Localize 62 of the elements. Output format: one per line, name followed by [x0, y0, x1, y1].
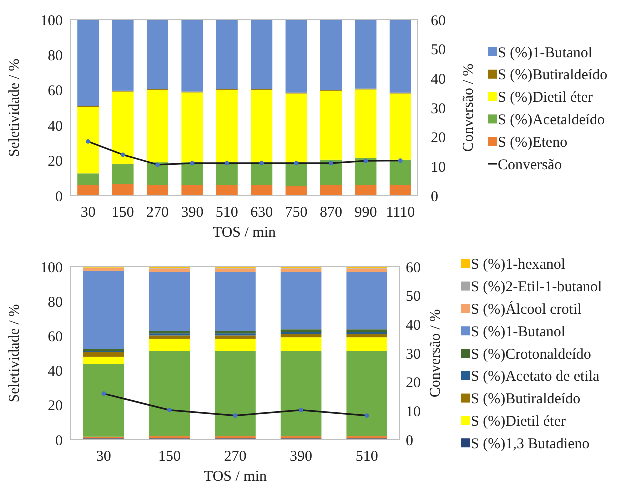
legend-label: S (%)Eteno: [498, 134, 568, 151]
legend-label: S (%)1,3 Butadieno: [471, 436, 590, 452]
y2-tick-label: 30: [431, 101, 446, 118]
legend-label: S (%)Dietil éter: [471, 414, 566, 430]
x-axis-title: TOS / min: [204, 469, 268, 485]
x-tick-label: 270: [146, 205, 169, 221]
legend-label: S (%)Dietil éter: [498, 90, 593, 106]
legend-label: S (%)Butiraldeído: [471, 392, 581, 408]
y-tick-label: 0: [56, 189, 63, 206]
y2-tick-label: 10: [406, 404, 421, 420]
x-tick-label: 150: [112, 205, 134, 221]
legend-label: S (%)Acetato de etila: [471, 369, 600, 386]
x-tick-label: 1110: [386, 205, 416, 221]
y-tick-label: 20: [48, 398, 63, 415]
y-tick-label: 40: [48, 118, 63, 135]
y-tick-label: 60: [48, 84, 63, 100]
legend-label: S (%)Butiraldeído: [498, 68, 608, 84]
legend-label: S (%)Crotonaldeído: [471, 346, 592, 363]
legend-label: S (%)Álcool crotil: [471, 300, 582, 318]
y2-axis-title: Conversão / %: [461, 64, 477, 152]
y-axis-title: Seletividade / %: [7, 58, 23, 158]
y-tick-label: 80: [48, 294, 63, 311]
y2-tick-label: 0: [431, 189, 438, 206]
y2-tick-label: 40: [406, 318, 421, 334]
legend-label: Conversão: [498, 157, 562, 174]
y2-tick-label: 40: [431, 72, 446, 88]
y-tick-label: 40: [48, 364, 63, 380]
y2-tick-label: 10: [431, 160, 446, 176]
y2-tick-label: 60: [406, 260, 421, 276]
x-tick-label: 870: [320, 205, 342, 221]
x-tick-label: 750: [285, 205, 308, 221]
legend-label: S (%)2-Etil-1-butanol: [471, 280, 602, 296]
y2-tick-label: 60: [431, 13, 446, 30]
y-tick-label: 60: [48, 329, 63, 346]
y2-tick-label: 30: [406, 346, 421, 363]
x-tick-label: 30: [96, 449, 112, 465]
y-tick-label: 20: [48, 154, 63, 170]
y2-tick-label: 50: [406, 289, 421, 306]
y-axis-title: Seletividade / %: [7, 304, 23, 403]
y-tick-label: 100: [40, 13, 63, 30]
y2-axis-title: Conversão / %: [428, 309, 444, 398]
x-tick-label: 150: [158, 449, 181, 465]
x-tick-label: 390: [290, 449, 313, 465]
legend-label: S (%)1-Butanol: [498, 45, 593, 62]
legend-label: S (%)Acetaldeído: [498, 112, 606, 128]
legend-label: S (%)1-hexanol: [471, 257, 566, 274]
y-tick-label: 0: [56, 433, 63, 450]
x-tick-label: 30: [80, 205, 96, 221]
x-tick-label: 990: [354, 205, 378, 221]
x-tick-label: 630: [250, 205, 274, 221]
x-tick-label: 270: [224, 449, 247, 465]
x-axis-title: TOS / min: [212, 225, 277, 241]
y2-tick-label: 50: [431, 42, 446, 59]
x-tick-label: 390: [181, 205, 204, 221]
legend-label: S (%)1-Butanol: [471, 324, 566, 340]
x-tick-label: 510: [216, 205, 238, 221]
y-tick-label: 80: [48, 48, 63, 64]
y-tick-label: 100: [40, 260, 63, 276]
x-tick-label: 510: [356, 449, 378, 465]
y2-tick-label: 20: [406, 376, 421, 392]
y2-tick-label: 20: [431, 130, 446, 147]
y2-tick-label: 0: [406, 433, 414, 450]
